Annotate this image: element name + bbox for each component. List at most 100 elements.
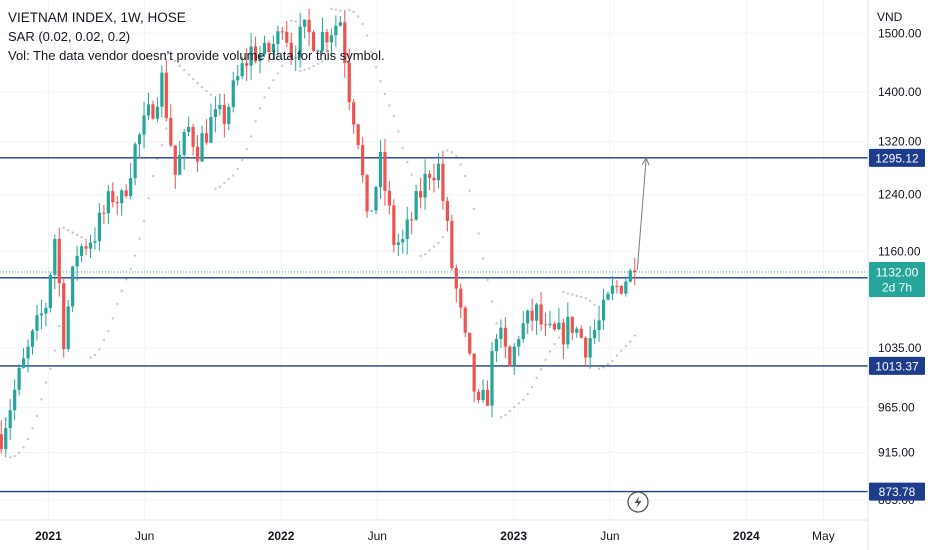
sar-dot <box>352 10 355 14</box>
price-tick-label: 915.00 <box>878 445 915 459</box>
candle-body <box>628 270 632 282</box>
sar-dot <box>620 349 623 352</box>
sar-dot <box>258 107 262 110</box>
support-resistance-lines <box>0 157 868 493</box>
chart-grid <box>0 0 868 520</box>
candle-body <box>173 145 177 175</box>
candle-body <box>539 304 543 325</box>
candle-body <box>369 210 374 212</box>
candle-body <box>133 144 137 179</box>
candle-body <box>262 43 267 55</box>
sar-dot <box>513 405 516 409</box>
candle-body <box>35 315 39 331</box>
candle-body <box>338 22 342 26</box>
candle-body <box>597 320 601 331</box>
sar-dot <box>629 340 632 343</box>
sar-dot <box>116 302 119 305</box>
candle-body <box>534 304 539 321</box>
time-tick-label: 2024 <box>733 529 760 543</box>
sar-dot <box>495 322 498 325</box>
sar-dot <box>151 174 155 178</box>
sar-dot <box>450 150 454 154</box>
sar-dot <box>17 451 21 455</box>
time-axis: 2021 Jun 2022 Jun 2023 Jun 2024 May <box>35 529 835 543</box>
candle-body <box>8 410 12 429</box>
candle-body <box>494 338 499 352</box>
candle-body <box>151 104 155 119</box>
candle-body <box>401 239 405 243</box>
sar-dot <box>147 197 150 200</box>
sar-dot <box>35 414 39 418</box>
sar-dot <box>517 402 520 405</box>
candle-body <box>111 191 115 203</box>
sar-dot <box>522 398 525 401</box>
sar-dot <box>267 86 271 90</box>
symbol-title[interactable]: VIETNAM INDEX, 1W, HOSE <box>8 10 186 25</box>
candle-body <box>178 154 182 175</box>
candle-body <box>209 117 213 143</box>
sar-dot <box>379 80 382 83</box>
sar-dot <box>432 245 436 248</box>
candle-body <box>481 389 485 401</box>
candle-body <box>566 316 570 345</box>
candle-body <box>450 220 454 268</box>
sar-dot <box>40 398 43 401</box>
sar-dot <box>200 85 204 89</box>
candlestick-series <box>0 8 637 458</box>
sar-dot <box>138 237 141 241</box>
candle-body <box>419 191 423 198</box>
sar-dot <box>553 342 556 346</box>
sar-dot <box>468 189 471 192</box>
candle-body <box>303 19 307 27</box>
sar-dot <box>209 93 213 96</box>
candle-body <box>164 72 168 118</box>
sar-dot <box>504 414 507 417</box>
chart-annotations <box>636 156 650 270</box>
sar-dot <box>606 362 610 366</box>
volume-note: Vol: The data vendor doesn't provide vol… <box>8 48 385 63</box>
sar-dot <box>548 350 552 353</box>
sar-dot <box>245 148 248 151</box>
sar-dot <box>111 317 115 320</box>
candle-body <box>347 62 351 103</box>
candle-body <box>218 105 222 110</box>
candle-body <box>548 323 552 325</box>
candle-body <box>195 146 200 162</box>
candle-body <box>512 346 516 366</box>
candle-body <box>258 54 262 62</box>
price-axis: 1500.00 1400.00 1320.00 1240.00 1160.00 1035.… <box>878 26 922 507</box>
sar-dot <box>508 409 512 413</box>
candle-body <box>222 105 226 124</box>
lightning-icon[interactable] <box>627 491 649 513</box>
sar-dot <box>584 296 587 300</box>
last-price-badge <box>869 261 925 297</box>
sar-dot <box>388 104 391 107</box>
candle-body <box>414 191 418 220</box>
last-price-label: 1132.00 <box>876 265 919 279</box>
candle-body <box>468 332 472 354</box>
candle-body <box>410 219 414 221</box>
price-tick-label: 1320.00 <box>878 135 922 149</box>
sar-indicator-label[interactable]: SAR (0.02, 0.02, 0.2) <box>8 29 131 44</box>
sar-dot <box>84 238 88 241</box>
sar-dot <box>13 454 16 458</box>
sar-dot <box>339 9 342 12</box>
candle-body <box>588 338 592 358</box>
sar-dot <box>361 22 364 26</box>
sar-dot <box>597 367 601 370</box>
candle-body <box>137 134 142 145</box>
candle-body <box>356 124 360 146</box>
currency-label[interactable]: VND <box>877 10 903 24</box>
sar-dot <box>174 59 177 63</box>
sar-dot <box>298 69 302 73</box>
sar-dot <box>321 60 324 63</box>
candle-body <box>4 428 8 450</box>
sar-dot <box>165 127 168 130</box>
sar-dot <box>526 392 529 396</box>
sar-dot <box>437 241 440 245</box>
candle-body <box>17 367 21 390</box>
candle-body <box>383 151 387 191</box>
candle-body <box>267 43 271 52</box>
